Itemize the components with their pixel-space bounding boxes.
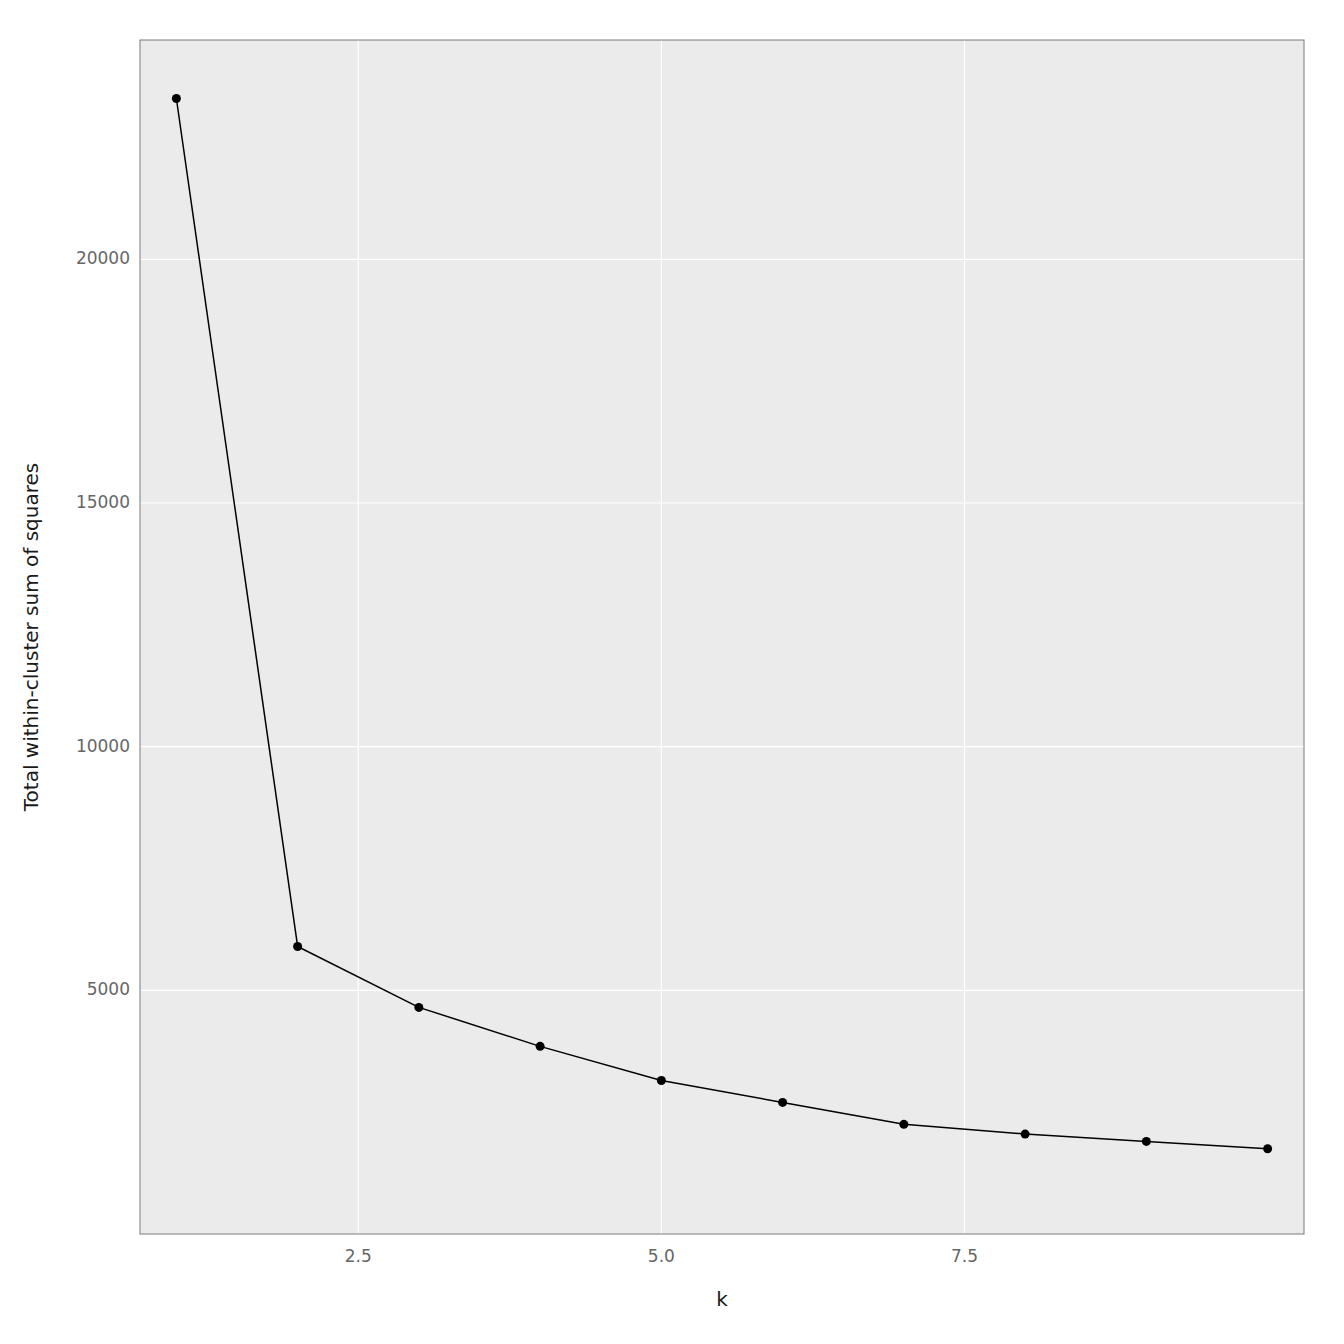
series — [172, 94, 1272, 1153]
x-grid-line — [964, 40, 965, 1234]
y-grid-line — [140, 502, 1304, 503]
plot-background — [140, 40, 1304, 1234]
x-tick-label: 5.0 — [648, 1246, 675, 1266]
point — [1021, 1130, 1030, 1139]
x-grid-line — [358, 40, 359, 1234]
chart: 2.5 5.0 7.5 5000 10000 15000 20000 k Total withi… — [0, 0, 1344, 1344]
y-tick-label: 20000 — [76, 248, 130, 268]
line — [176, 98, 1267, 1148]
grid — [140, 40, 1304, 1234]
point — [778, 1098, 787, 1107]
plot-frame — [140, 40, 1304, 1234]
y-grid-line — [140, 259, 1304, 260]
y-axis-label: Total within-cluster sum of squares — [19, 463, 43, 812]
point — [414, 1003, 423, 1012]
y-tick-label: 15000 — [76, 492, 130, 512]
point — [1263, 1144, 1272, 1153]
point — [1142, 1137, 1151, 1146]
x-tick-label: 2.5 — [345, 1246, 372, 1266]
y-tick-label: 5000 — [87, 979, 130, 999]
x-grid-line — [661, 40, 662, 1234]
y-tick-label: 10000 — [76, 736, 130, 756]
y-grid-line — [140, 746, 1304, 747]
point — [657, 1076, 666, 1085]
x-tick-label: 7.5 — [951, 1246, 978, 1266]
y-grid-line — [140, 990, 1304, 991]
point — [293, 942, 302, 951]
point — [899, 1120, 908, 1129]
point — [172, 94, 181, 103]
point — [536, 1042, 545, 1051]
x-axis-label: k — [716, 1287, 728, 1311]
